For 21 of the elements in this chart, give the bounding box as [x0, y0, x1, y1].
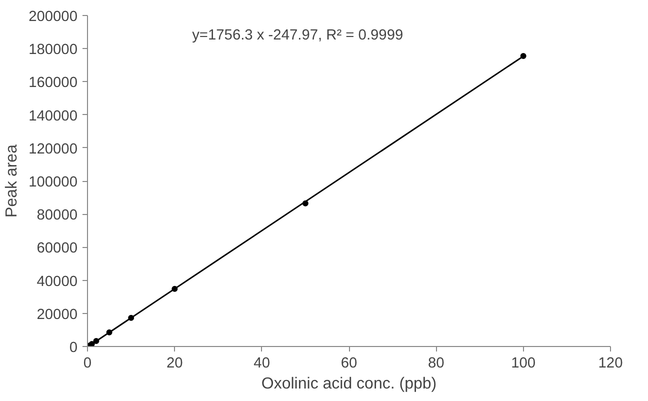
- y-tick-label: 120000: [28, 141, 78, 158]
- y-tick-label: 160000: [28, 75, 78, 92]
- x-axis-title: Oxolinic acid conc. (ppb): [261, 376, 437, 392]
- x-tick-label: 20: [166, 356, 183, 372]
- x-tick-label: 80: [428, 356, 444, 372]
- x-tick-label: 40: [254, 356, 270, 372]
- y-tick-label: 40000: [36, 274, 78, 290]
- y-tick-label: 180000: [28, 42, 78, 58]
- x-tick-label: 0: [83, 356, 92, 372]
- y-axis-title: Peak area: [4, 144, 21, 218]
- x-tick-label: 60: [340, 356, 358, 372]
- x-tick-label: 120: [598, 356, 623, 372]
- y-tick-label: 0: [69, 340, 78, 356]
- y-tick-label: 100000: [28, 174, 78, 190]
- annotation: y=1756.3 x -247.97, R² = 0.9999: [192, 27, 404, 44]
- y-tick-label: 200000: [28, 9, 78, 25]
- y-tick-label: 20000: [36, 306, 78, 323]
- y-tick-label: 80000: [36, 208, 78, 224]
- x-tick-label: 100: [511, 356, 536, 372]
- y-tick-label: 60000: [36, 240, 78, 257]
- y-tick-label: 140000: [28, 108, 78, 124]
